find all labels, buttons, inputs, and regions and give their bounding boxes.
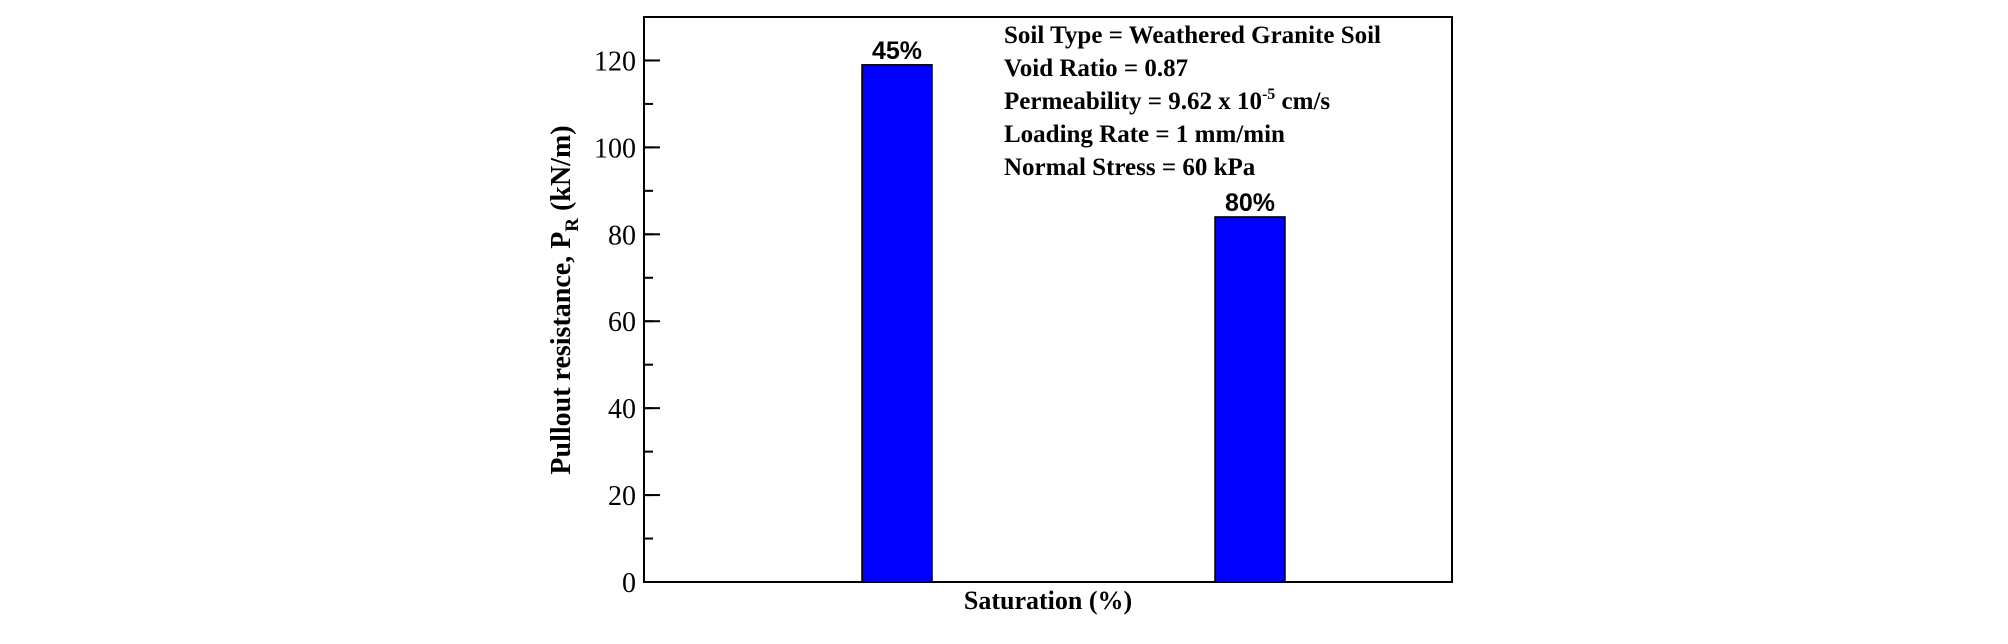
bar-1 [861, 64, 933, 583]
bar-data-label: 80% [1225, 189, 1275, 217]
bar-data-label: 45% [872, 37, 922, 65]
bar-2 [1214, 216, 1286, 583]
y-tick-label: 40 [608, 394, 636, 425]
bar-series [861, 64, 1286, 583]
annotation-loading-rate: Loading Rate = 1 mm/min [1004, 121, 1285, 148]
y-tick-label: 0 [622, 568, 636, 599]
annotation-permeability-exponent: -5 [1262, 86, 1275, 103]
x-axis-label: Saturation (%) [964, 586, 1132, 615]
annotation-soil-type: Soil Type = Weathered Granite Soil [1004, 22, 1381, 49]
y-axis-label-subscript: R [562, 218, 583, 232]
y-axis-label-units: (kN/m) [546, 125, 577, 211]
y-tick-label: 120 [594, 46, 636, 77]
annotation-box: Soil Type = Weathered Granite Soil Void … [1004, 22, 1381, 181]
annotation-void-ratio: Void Ratio = 0.87 [1004, 55, 1188, 82]
y-tick-label: 60 [608, 307, 636, 338]
y-axis-ticks [644, 16, 660, 583]
annotation-normal-stress: Normal Stress = 60 kPa [1004, 154, 1256, 181]
y-tick-label: 20 [608, 481, 636, 512]
bar-data-labels: 45% 80% [872, 37, 1275, 217]
y-axis-label-main: Pullout resistance, P [546, 232, 577, 475]
y-axis-label: Pullout resistance, PR (kN/m) [546, 125, 583, 474]
y-tick-label: 80 [608, 220, 636, 251]
annotation-permeability: Permeability = 9.62 x 10-5 cm/s [1004, 86, 1330, 115]
y-axis-tick-labels: 0 20 40 60 80 100 120 [594, 46, 636, 599]
y-tick-label: 100 [594, 133, 636, 164]
annotation-permeability-units: cm/s [1275, 88, 1330, 115]
plot-area-frame [643, 16, 1453, 583]
annotation-permeability-base: Permeability = 9.62 x 10 [1004, 88, 1262, 115]
